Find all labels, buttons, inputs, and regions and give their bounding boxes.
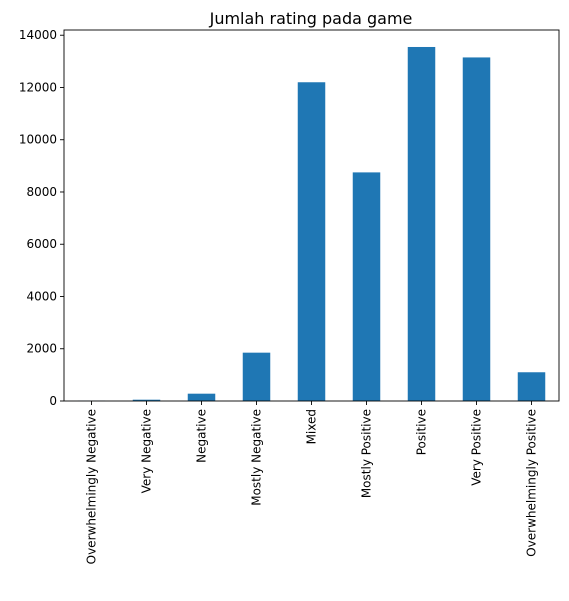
x-tick-label: Mostly Positive	[360, 409, 374, 498]
y-tick-label: 10000	[19, 133, 57, 147]
x-tick-label: Very Negative	[140, 409, 154, 493]
y-tick-label: 14000	[19, 28, 57, 42]
bars-group	[77, 46, 546, 402]
y-tick-label: 12000	[19, 80, 57, 94]
y-tick-label: 8000	[26, 185, 57, 199]
bar-mostly-positive	[352, 172, 381, 401]
plot-frame	[63, 29, 560, 402]
bar-overwhelmingly-positive	[517, 372, 546, 401]
y-tick-label: 0	[49, 394, 57, 408]
x-tick-label: Mixed	[305, 409, 319, 444]
bar-very-positive	[462, 57, 491, 401]
x-tick-label: Overwhelmingly Positive	[525, 409, 539, 557]
x-tick-label: Very Positive	[470, 409, 484, 486]
x-tick-label: Overwhelmingly Negative	[85, 409, 99, 564]
y-tick-label: 2000	[26, 342, 57, 356]
y-tick-label: 6000	[26, 237, 57, 251]
x-tick-label: Positive	[415, 409, 429, 455]
y-axis: 0 2000 4000 6000 8000 10000 12000 14000	[19, 28, 64, 408]
x-axis: Overwhelmingly Negative Very Negative Nega…	[85, 401, 539, 564]
x-tick-label: Negative	[195, 409, 209, 463]
x-tick-label: Mostly Negative	[250, 409, 264, 506]
bar-mixed	[297, 82, 326, 401]
bar-positive	[407, 46, 436, 402]
chart-title: Jumlah rating pada game	[209, 9, 413, 28]
bar-very-negative	[132, 399, 161, 401]
bar-negative	[187, 393, 216, 401]
y-tick-label: 4000	[26, 289, 57, 303]
bar-mostly-negative	[242, 352, 271, 401]
